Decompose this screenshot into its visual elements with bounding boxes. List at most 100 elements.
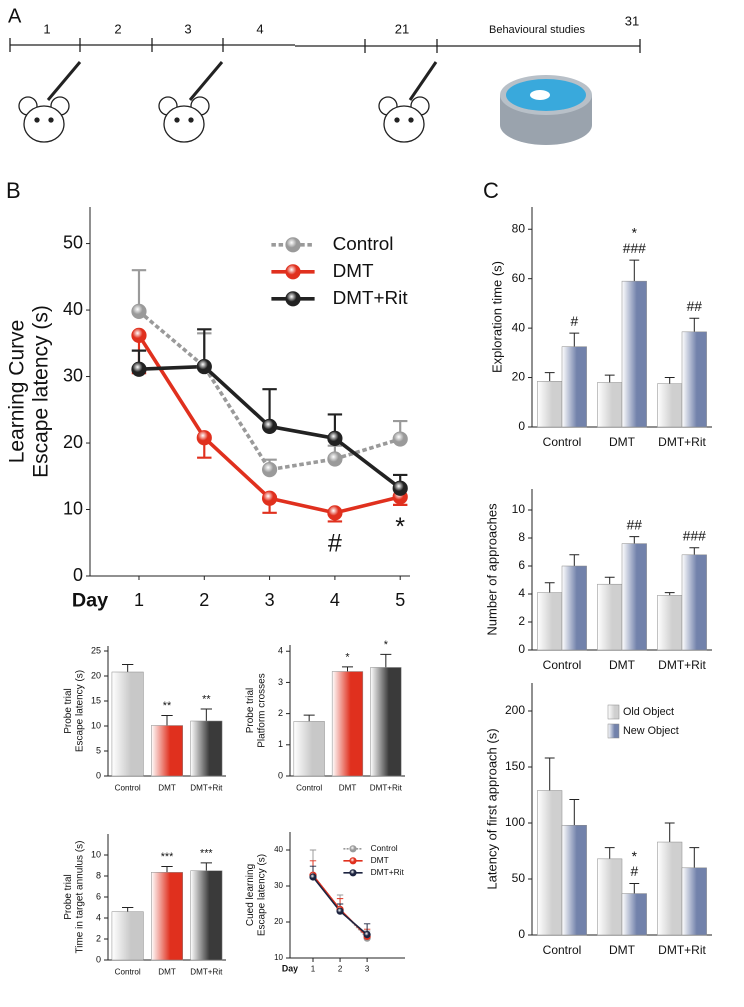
error-bar [569,798,580,826]
y-tick-label: 10 [512,502,526,516]
point [196,358,212,375]
bar [657,383,683,428]
y-tick-label: 50 [63,232,83,252]
x-tick-label: Control [115,968,141,977]
point [327,430,343,446]
bar [681,867,707,936]
x-tick-label: DMT+Rit [658,658,706,672]
error-bar [629,882,640,894]
legend-label: Control [371,843,398,853]
x-tick-label: DMT+Rit [190,784,223,793]
legend-label: Control [333,234,394,255]
legend-label: DMT+Rit [333,288,409,309]
panel-label: B [6,178,21,203]
bar [597,583,623,651]
x-tick-label: 5 [395,590,405,610]
series-line [137,310,401,472]
significance-label: # [630,864,638,879]
y-axis-label: Escape latency (s) [257,854,268,936]
y-tick-label: 20 [63,432,83,452]
x-tick-label: 4 [330,590,340,610]
error-bar [544,757,555,791]
significance-label: ** [163,700,172,712]
y-axis-label: Probe trial [63,688,74,734]
x-tick-label: DMT+Rit [658,435,706,449]
y-tick-label: 40 [512,320,526,334]
y-axis-label: Number of approaches [484,503,499,636]
bar [537,592,563,651]
legend-swatch [607,723,620,739]
y-axis-label: Learning Curve [5,320,28,464]
bar [190,720,223,777]
x-tick-label: DMT [609,943,636,957]
point [131,327,147,343]
y-tick-label: 8 [518,530,525,544]
y-tick-label: 0 [278,770,283,780]
y-axis-label: Escape latency (s) [30,305,53,478]
x-axis-label: Day [282,964,298,974]
point [131,361,147,377]
bar [621,893,647,936]
legend-marker [285,264,301,280]
timeline-label: Behavioural studies [489,24,586,36]
error-bar [122,664,134,672]
y-tick-label: 0 [96,770,101,780]
y-tick-label: 2 [518,614,525,628]
y-tick-label: 0 [73,565,83,585]
x-tick-label: DMT [158,784,176,793]
point [131,303,147,319]
error-bar [341,666,354,672]
bar [537,790,563,936]
y-tick-label: 0 [96,954,101,964]
bar [657,595,683,651]
error-bar [664,377,675,384]
bar [657,841,683,936]
x-axis-label: Day [72,589,108,611]
x-tick-label: DMT [158,968,176,977]
error-bar [569,332,580,347]
significance-label: ## [687,299,703,314]
panel-label: C [483,178,499,203]
x-tick-label: DMT [339,784,357,793]
error-bar [689,847,700,868]
x-tick-label: Control [543,658,582,672]
bar [597,382,623,428]
y-tick-label: 10 [91,849,101,859]
point [392,480,408,496]
significance-label: * [632,849,638,864]
bar [370,667,402,777]
y-tick-label: 50 [512,871,526,885]
timeline-label: 4 [256,21,263,36]
error-bar [664,592,675,596]
legend-label: Old Object [623,706,674,718]
point [261,490,278,506]
significance-label: ### [623,241,646,256]
y-tick-label: 20 [512,370,526,384]
x-tick-label: Control [543,943,582,957]
error-bar [200,862,212,871]
error-bar [604,847,615,859]
y-tick-label: 30 [63,365,83,385]
error-bar [161,715,173,726]
error-bar [544,582,555,593]
bar [293,721,325,777]
significance-label: *** [200,847,213,859]
y-tick-label: 150 [505,759,525,773]
bar [537,381,563,428]
bar [597,858,623,936]
significance-label: * [395,513,405,541]
legend-label: DMT [333,261,374,282]
timeline [9,38,641,53]
bar [681,554,707,651]
y-tick-label: 5 [96,745,101,755]
point [327,505,343,521]
significance-label: # [328,530,342,558]
legend-label: New Object [623,725,679,737]
timeline-label: 21 [395,21,409,36]
y-tick-label: 0 [518,419,525,433]
y-tick-label: 10 [91,720,101,730]
error-bar [604,374,615,383]
error-bar [544,372,555,382]
